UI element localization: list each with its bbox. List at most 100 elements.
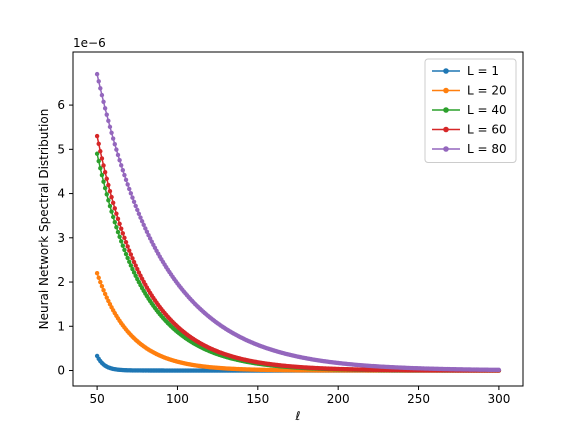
x-tick-label: 250 [407,392,430,406]
series-5 [94,71,502,373]
data-point [98,86,103,91]
data-point [120,243,126,248]
data-point [109,130,114,135]
y-tick-label: 1 [57,319,65,333]
data-point [104,176,109,181]
data-point [130,195,135,200]
legend-entry: L = 40 [432,103,507,117]
legend-marker [443,107,449,113]
data-point [104,112,109,117]
data-point [96,141,101,146]
data-point [104,192,109,197]
data-point [114,147,119,152]
data-point [101,99,106,104]
y-axis-ticks: 0 1 2 3 4 5 6 [57,98,73,378]
data-point [141,222,146,228]
legend-entry: L = 80 [432,142,507,156]
data-point [112,220,117,225]
data-point [99,284,105,289]
data-point [104,295,109,300]
data-point [114,211,119,216]
data-point [128,263,134,268]
x-axis-label: ℓ [295,409,301,423]
data-point [128,252,134,257]
legend-entry: L = 20 [432,84,507,98]
data-point [96,158,101,164]
data-point [107,188,113,194]
data-point [127,248,132,253]
data-point [115,229,121,235]
legend-entry: L = 1 [432,64,499,78]
data-point [127,259,132,264]
data-point [107,124,113,130]
data-point [114,225,119,230]
data-point [122,172,127,178]
data-point [131,270,137,275]
data-point [107,203,113,209]
data-point [106,298,111,304]
legend-box [424,58,517,163]
data-point [102,185,108,191]
data-point [120,231,126,236]
legend-marker [443,87,449,94]
data-point [117,234,122,239]
legend-label: L = 60 [467,123,507,137]
data-point [106,198,111,203]
data-point [119,163,124,168]
data-point [122,235,127,241]
data-point [99,92,105,98]
data-point [110,214,116,220]
data-point [112,206,117,211]
data-point [125,255,130,261]
y-tick-label: 2 [57,275,65,289]
data-point [123,251,129,257]
data-point [102,106,108,111]
data-point [102,291,108,297]
x-axis-ticks: 50 100 150 200 250 300 [89,386,510,406]
data-point [112,141,117,147]
data-point [94,133,100,139]
data-point [94,71,100,77]
y-axis-label: Neural Network Spectral Distribution [37,109,51,330]
data-point [109,194,114,200]
data-point [110,200,116,205]
data-point [131,259,137,265]
y-tick-label: 5 [57,142,65,156]
data-point [101,163,106,168]
data-point [133,263,138,268]
data-point [109,209,114,214]
data-point [146,232,151,238]
x-tick-label: 100 [166,392,189,406]
legend-marker [443,126,449,133]
data-point [138,215,143,220]
legend-marker [443,146,449,152]
legend-label: L = 40 [467,103,507,117]
data-point [136,211,142,216]
x-tick-label: 150 [246,392,269,406]
data-point [99,172,105,178]
legend-entry: L = 60 [432,123,507,137]
data-point [94,270,100,276]
x-tick-label: 200 [327,392,350,406]
legend: L = 1 L = 20 L = 40 L = 60 L = 80 [424,58,517,163]
data-point [99,156,105,161]
data-point [98,149,103,154]
data-point [135,207,140,213]
series-layer [94,71,502,373]
y-offset-label: 1e−6 [73,36,106,50]
data-point [496,367,502,373]
data-point [98,279,103,285]
plot-frame [72,51,524,387]
data-point [101,287,106,293]
data-point [133,203,138,209]
data-point [143,226,148,231]
data-point [131,199,137,204]
data-point [119,226,124,231]
data-point [125,182,130,187]
data-point [110,136,116,141]
y-tick-label: 3 [57,231,65,245]
data-point [135,266,140,272]
data-point [101,179,106,184]
data-point [122,247,127,253]
